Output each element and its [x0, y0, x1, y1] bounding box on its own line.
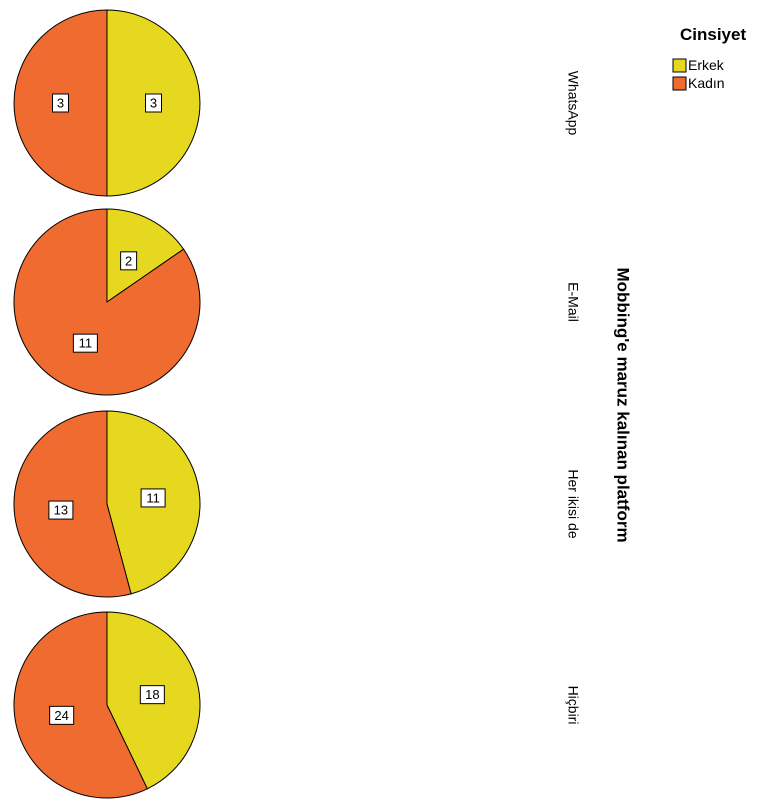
data-label-e-mail-kadin: 11: [79, 336, 93, 351]
data-label-whatsapp-kadin: 3: [57, 95, 64, 110]
slice-e-mail-kadin: [13, 208, 201, 396]
panel-label-hicbiri: Hiçbiri: [565, 686, 581, 725]
legend-label-kadin: Kadın: [688, 75, 725, 91]
pie-whatsapp: 33: [13, 9, 201, 197]
data-label-e-mail-erkek: 2: [125, 253, 132, 268]
panel-labels: WhatsApp E-Mail Her ikisi de Hiçbiri: [565, 71, 581, 725]
legend-swatch-erkek: [672, 58, 687, 73]
data-label-box: [120, 251, 138, 271]
pie-e-mail: 2 11: [13, 208, 201, 396]
legend-swatch-kadin: [672, 76, 687, 91]
data-label-her-ikisi-de-kadin: 13: [54, 503, 68, 518]
data-label-box: [139, 685, 165, 705]
data-label-hicbiri-kadin: 24: [54, 708, 68, 723]
slice-e-mail-erkek: [106, 208, 185, 303]
data-label-box: [52, 93, 69, 113]
pie-her-ikisi-de: 11 13: [13, 410, 201, 598]
legend-title: Cinsiyet: [680, 25, 746, 44]
panel-label-whatsapp: WhatsApp: [565, 71, 581, 136]
panel-label-her-ikisi-de: Her ikisi de: [565, 469, 581, 538]
data-label-box: [145, 93, 162, 113]
data-label-hicbiri-erkek: 18: [145, 687, 159, 702]
data-label-box: [140, 488, 166, 508]
data-label-box: [49, 705, 75, 725]
data-label-box: [72, 333, 98, 353]
data-label-her-ikisi-de-erkek: 11: [146, 490, 160, 505]
data-label-whatsapp-erkek: 3: [150, 95, 157, 110]
facet-title: Mobbing'e maruz kalınan platform: [614, 267, 633, 542]
legend-label-erkek: Erkek: [688, 57, 725, 73]
slice-hicbiri-kadin: [13, 611, 149, 799]
data-label-box: [48, 500, 74, 520]
panel-label-e-mail: E-Mail: [565, 282, 581, 322]
legend: Cinsiyet Erkek Kadın: [672, 25, 746, 91]
